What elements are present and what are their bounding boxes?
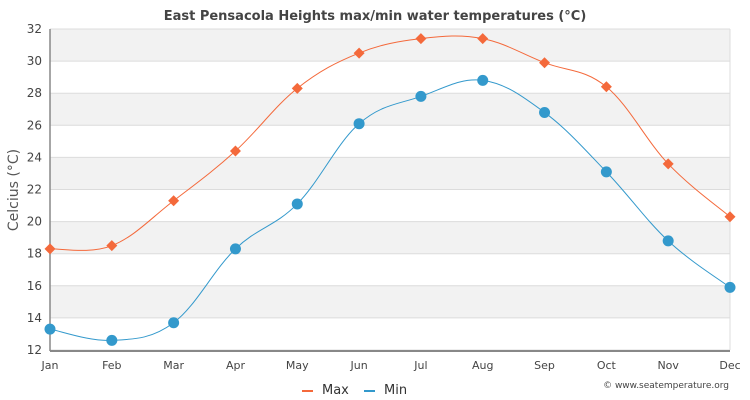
x-tick-label: Jan [41,359,59,372]
plot-band [50,221,730,254]
x-tick-label: Dec [719,359,740,372]
data-point-max[interactable] [662,158,674,170]
data-point-min[interactable] [229,243,241,255]
data-point-min[interactable] [600,166,612,178]
data-point-min[interactable] [477,74,489,86]
y-tick-label: 14 [27,311,42,325]
plot-band [50,29,730,62]
data-point-max[interactable] [415,33,427,45]
data-point-max[interactable] [724,211,736,223]
data-point-min[interactable] [291,198,303,210]
legend-item-max[interactable]: Max [302,383,349,398]
series-max [44,33,736,255]
data-point-max[interactable] [44,243,56,255]
data-point-max[interactable] [291,82,303,94]
x-tick-labels: Jan Feb Mar Apr May Jun Jul Aug Sep Oct Nov Dec [41,359,741,372]
data-point-min[interactable] [353,118,365,130]
data-point-max[interactable] [600,81,612,93]
y-tick-label: 30 [27,54,42,68]
x-tick-label: Jul [413,359,427,372]
data-point-min[interactable] [724,281,736,293]
y-axis-label: Celcius (°C) [6,149,22,231]
x-tick-label: Oct [597,359,617,372]
plot-band [50,253,730,286]
x-tick-label: Jun [349,359,367,372]
data-point-max[interactable] [229,145,241,157]
chart-title: East Pensacola Heights max/min water tem… [164,9,587,24]
data-point-max[interactable] [477,33,489,45]
data-point-max[interactable] [539,57,551,69]
x-tick-label: Apr [226,359,246,372]
plot-band [50,157,730,190]
data-point-max[interactable] [106,240,118,252]
plot-band [50,285,730,318]
series-layer [44,33,736,346]
legend-label: Max [322,383,349,398]
plot-band [50,93,730,126]
x-tick-label: May [286,359,309,372]
data-point-min[interactable] [662,235,674,247]
x-tick-label: Mar [163,359,184,372]
data-point-max[interactable] [168,195,180,207]
data-point-min[interactable] [415,90,427,102]
y-tick-label: 16 [27,279,42,293]
y-tick-labels: 12 14 16 18 20 22 24 26 28 30 32 [27,22,42,357]
axes [49,29,730,352]
x-tick-label: Feb [102,359,121,372]
plot-band [50,317,730,350]
plot-band [50,125,730,158]
series-line-max [49,35,731,251]
y-tick-label: 24 [27,150,42,164]
x-tick-label: Nov [657,359,679,372]
y-tick-label: 20 [27,215,42,229]
legend: Max Min [302,383,407,398]
x-tick-label: Aug [472,359,493,372]
plot-bands [50,29,730,350]
y-tick-label: 12 [27,343,42,357]
y-tick-label: 26 [27,118,42,132]
y-tick-label: 32 [27,22,42,36]
legend-item-min[interactable]: Min [364,383,407,398]
x-tick-label: Sep [534,359,555,372]
y-tick-label: 22 [27,183,42,197]
series-min [44,74,736,346]
plot-band [50,189,730,222]
data-point-min[interactable] [106,334,118,346]
y-tick-label: 28 [27,86,42,100]
legend-label: Min [384,383,407,398]
data-point-min[interactable] [44,323,56,335]
y-tick-label: 18 [27,247,42,261]
data-point-max[interactable] [353,47,365,59]
credit-text: © www.seatemperature.org [603,381,729,391]
data-point-min[interactable] [168,317,180,329]
plot-band [50,61,730,94]
data-point-min[interactable] [539,106,551,118]
